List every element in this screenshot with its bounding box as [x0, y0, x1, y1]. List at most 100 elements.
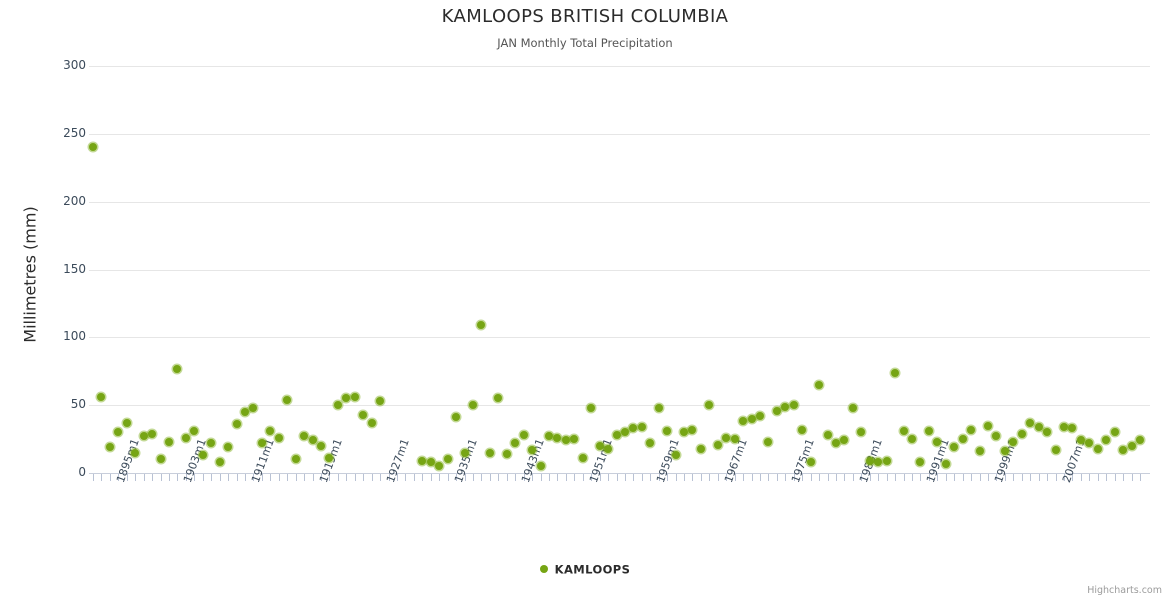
data-point[interactable]: [806, 458, 815, 467]
data-point[interactable]: [663, 426, 672, 435]
data-point[interactable]: [215, 458, 224, 467]
data-point[interactable]: [772, 406, 781, 415]
data-point[interactable]: [891, 368, 900, 377]
data-point[interactable]: [283, 395, 292, 404]
data-point[interactable]: [164, 437, 173, 446]
data-point[interactable]: [477, 321, 486, 330]
data-point[interactable]: [435, 462, 444, 471]
data-point[interactable]: [274, 433, 283, 442]
data-point[interactable]: [1043, 428, 1052, 437]
data-point[interactable]: [637, 422, 646, 431]
data-point[interactable]: [882, 456, 891, 465]
data-point[interactable]: [950, 443, 959, 452]
data-point[interactable]: [756, 412, 765, 421]
data-point[interactable]: [713, 440, 722, 449]
data-point[interactable]: [646, 439, 655, 448]
data-point[interactable]: [570, 435, 579, 444]
data-point[interactable]: [1085, 439, 1094, 448]
data-point[interactable]: [1093, 444, 1102, 453]
data-point[interactable]: [730, 435, 739, 444]
data-point[interactable]: [941, 459, 950, 468]
data-point[interactable]: [1026, 418, 1035, 427]
data-point[interactable]: [333, 401, 342, 410]
data-point[interactable]: [148, 429, 157, 438]
data-point[interactable]: [629, 424, 638, 433]
data-point[interactable]: [688, 425, 697, 434]
data-point[interactable]: [865, 456, 874, 465]
data-point[interactable]: [139, 432, 148, 441]
data-point[interactable]: [367, 418, 376, 427]
data-point[interactable]: [908, 435, 917, 444]
data-point[interactable]: [494, 394, 503, 403]
data-point[interactable]: [1110, 428, 1119, 437]
data-point[interactable]: [97, 393, 106, 402]
data-point[interactable]: [933, 437, 942, 446]
data-point[interactable]: [916, 458, 925, 467]
data-point[interactable]: [156, 455, 165, 464]
data-point[interactable]: [511, 439, 520, 448]
data-point[interactable]: [224, 443, 233, 452]
data-point[interactable]: [131, 448, 140, 457]
data-point[interactable]: [705, 401, 714, 410]
data-point[interactable]: [553, 433, 562, 442]
data-point[interactable]: [992, 432, 1001, 441]
data-point[interactable]: [240, 407, 249, 416]
data-point[interactable]: [359, 410, 368, 419]
data-point[interactable]: [899, 426, 908, 435]
data-point[interactable]: [350, 393, 359, 402]
data-point[interactable]: [342, 394, 351, 403]
data-point[interactable]: [460, 448, 469, 457]
data-point[interactable]: [105, 443, 114, 452]
data-point[interactable]: [747, 414, 756, 423]
data-point[interactable]: [587, 403, 596, 412]
data-point[interactable]: [1060, 422, 1068, 431]
data-point[interactable]: [840, 436, 849, 445]
data-point[interactable]: [528, 445, 537, 454]
data-point[interactable]: [578, 454, 587, 463]
data-point[interactable]: [443, 455, 452, 464]
data-point[interactable]: [291, 455, 300, 464]
data-point[interactable]: [1119, 445, 1128, 454]
data-point[interactable]: [984, 421, 993, 430]
data-point[interactable]: [122, 418, 131, 427]
data-point[interactable]: [257, 439, 266, 448]
data-point[interactable]: [561, 436, 570, 445]
data-point[interactable]: [696, 444, 705, 453]
legend-item[interactable]: KAMLOOPS: [539, 562, 631, 577]
data-point[interactable]: [1102, 436, 1111, 445]
data-point[interactable]: [848, 403, 857, 412]
data-point[interactable]: [654, 403, 663, 412]
data-point[interactable]: [739, 417, 748, 426]
data-point[interactable]: [1051, 445, 1060, 454]
data-point[interactable]: [1068, 424, 1077, 433]
data-point[interactable]: [722, 433, 731, 442]
data-point[interactable]: [181, 433, 190, 442]
data-point[interactable]: [89, 143, 97, 152]
data-point[interactable]: [612, 431, 621, 439]
data-point[interactable]: [198, 451, 207, 460]
data-point[interactable]: [519, 431, 528, 439]
data-point[interactable]: [874, 458, 883, 467]
data-point[interactable]: [823, 431, 832, 439]
data-point[interactable]: [207, 439, 216, 448]
data-point[interactable]: [857, 428, 866, 437]
data-point[interactable]: [924, 426, 933, 435]
data-point[interactable]: [544, 432, 553, 441]
data-point[interactable]: [376, 397, 385, 406]
data-point[interactable]: [536, 462, 545, 471]
data-point[interactable]: [1017, 429, 1026, 438]
data-point[interactable]: [671, 451, 680, 460]
data-point[interactable]: [680, 428, 689, 437]
data-point[interactable]: [1136, 436, 1144, 445]
data-point[interactable]: [173, 364, 182, 373]
data-point[interactable]: [798, 425, 807, 434]
data-point[interactable]: [975, 447, 984, 456]
data-point[interactable]: [815, 380, 824, 389]
data-point[interactable]: [232, 420, 241, 429]
data-point[interactable]: [426, 458, 435, 467]
data-point[interactable]: [190, 426, 199, 435]
data-point[interactable]: [620, 428, 629, 437]
data-point[interactable]: [300, 432, 309, 441]
data-point[interactable]: [266, 426, 275, 435]
data-point[interactable]: [789, 401, 798, 410]
